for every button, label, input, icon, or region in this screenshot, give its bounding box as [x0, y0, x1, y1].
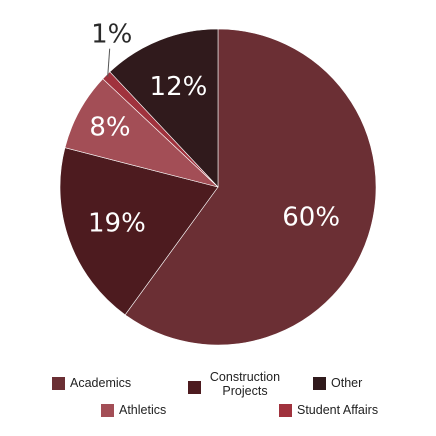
legend-swatch-other	[313, 376, 326, 390]
slice-label-academics: 60%	[282, 202, 340, 232]
leader-line-student-affairs	[107, 48, 111, 77]
legend-swatch-student-affairs	[279, 403, 292, 417]
slice-label-student-affairs: 1%	[91, 20, 132, 50]
legend-label-athletics: Athletics	[119, 403, 167, 417]
slice-label-athletics: 8%	[89, 113, 130, 143]
legend: Academics Construction Projects Other At…	[0, 362, 436, 436]
legend-label-other: Other	[331, 376, 363, 390]
legend-label-construction-projects: Construction Projects	[209, 370, 281, 398]
pie-slice-academics	[124, 28, 377, 346]
slice-label-construction-projects: 19%	[88, 208, 146, 238]
legend-swatch-academics	[52, 376, 65, 390]
pie-slice-construction-projects	[59, 147, 219, 316]
legend-item-construction-projects: Construction Projects	[188, 370, 284, 398]
legend-item-other: Other	[313, 376, 362, 390]
legend-item-academics: Academics	[52, 376, 131, 390]
legend-item-athletics: Athletics	[101, 403, 166, 417]
legend-swatch-construction-projects	[188, 380, 201, 394]
pie-chart: 60% 19% 8% 1% 12%	[59, 20, 377, 346]
legend-label-student-affairs: Student Affairs	[297, 403, 379, 417]
legend-label-academics: Academics	[70, 376, 132, 390]
legend-swatch-athletics	[101, 403, 114, 417]
slice-labels: 60% 19% 8% 1% 12%	[88, 20, 340, 239]
slice-label-other: 12%	[150, 72, 208, 102]
legend-item-student-affairs: Student Affairs	[279, 403, 378, 417]
pie-slice-other	[109, 28, 219, 188]
pie-slices	[59, 28, 377, 346]
